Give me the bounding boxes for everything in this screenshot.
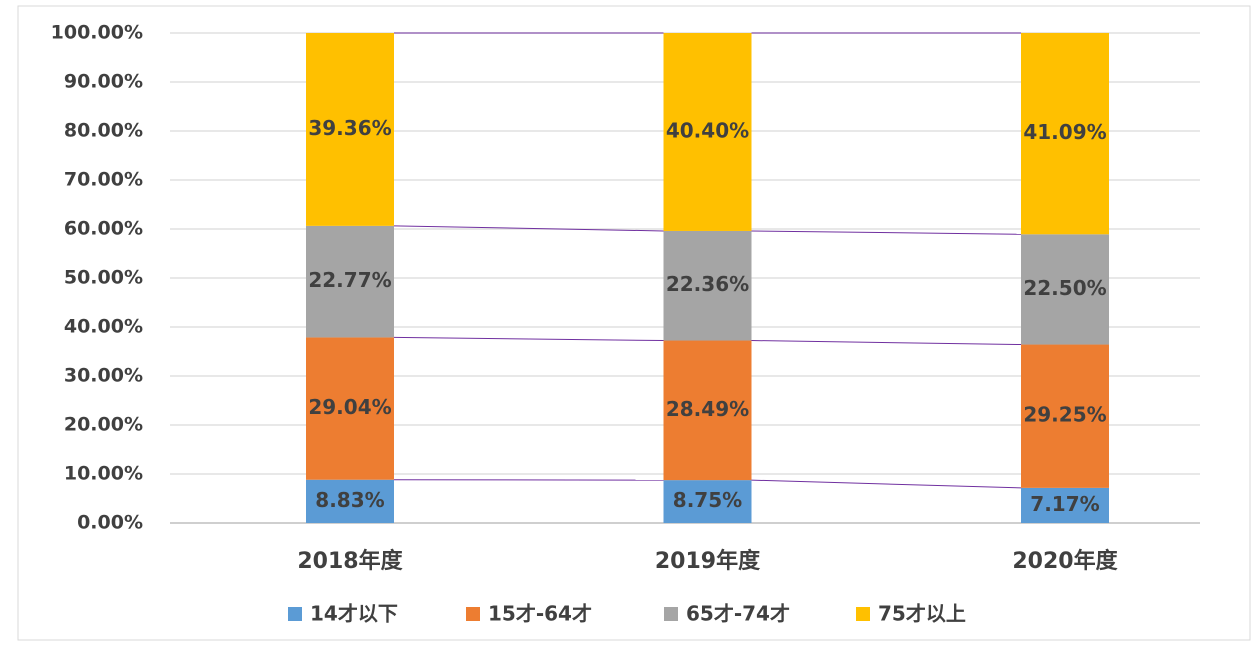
legend-swatch (664, 607, 678, 621)
y-tick-label: 0.00% (77, 512, 143, 534)
y-tick-label: 50.00% (64, 267, 143, 289)
legend-label: 15才-64才 (488, 602, 592, 626)
legend-label: 75才以上 (878, 602, 966, 626)
y-tick-label: 70.00% (64, 169, 143, 191)
bar-segment (306, 337, 394, 480)
y-tick-label: 40.00% (64, 316, 143, 338)
data-label: 22.77% (308, 268, 391, 292)
bar-segment (306, 33, 394, 226)
data-label: 28.49% (666, 397, 749, 421)
bar-segment (1021, 234, 1109, 345)
data-label: 39.36% (308, 116, 391, 140)
y-tick-label: 30.00% (64, 365, 143, 387)
series-line (751, 479, 1022, 489)
series-line (393, 336, 664, 342)
data-label: 29.04% (308, 395, 391, 419)
data-label: 8.75% (673, 488, 742, 512)
bar-segment (1021, 487, 1109, 523)
bar-segment (306, 225, 394, 338)
series-line (751, 340, 1022, 346)
y-tick-label: 80.00% (64, 120, 143, 142)
legend-label: 65才-74才 (686, 602, 790, 626)
legend-swatch (466, 607, 480, 621)
series-line (393, 225, 664, 232)
data-label: 22.50% (1023, 276, 1106, 300)
data-label: 7.17% (1030, 492, 1099, 516)
x-tick-label: 2019年度 (655, 548, 761, 574)
data-label: 8.83% (315, 488, 384, 512)
bar-segment (663, 230, 752, 341)
x-tick-label: 2020年度 (1012, 548, 1118, 574)
bar-segment (1021, 32, 1109, 235)
legend-label: 14才以下 (310, 602, 398, 626)
y-tick-label: 60.00% (64, 218, 143, 240)
series-line (751, 230, 1022, 235)
bar-segment (306, 479, 394, 523)
x-tick-label: 2018年度 (297, 548, 403, 574)
legend-swatch (288, 607, 302, 621)
bar-segment (663, 480, 752, 523)
y-tick-label: 10.00% (64, 463, 143, 485)
bar-segment (663, 340, 752, 481)
bar-segment (663, 33, 752, 231)
data-label: 22.36% (666, 272, 749, 296)
y-tick-label: 20.00% (64, 414, 143, 436)
y-tick-label: 90.00% (64, 71, 143, 93)
y-tick-label: 100.00% (51, 22, 143, 44)
data-label: 29.25% (1023, 403, 1106, 427)
bar-segment (1021, 344, 1109, 488)
legend-swatch (856, 607, 870, 621)
data-label: 40.40% (666, 118, 749, 142)
data-label: 41.09% (1023, 120, 1106, 144)
